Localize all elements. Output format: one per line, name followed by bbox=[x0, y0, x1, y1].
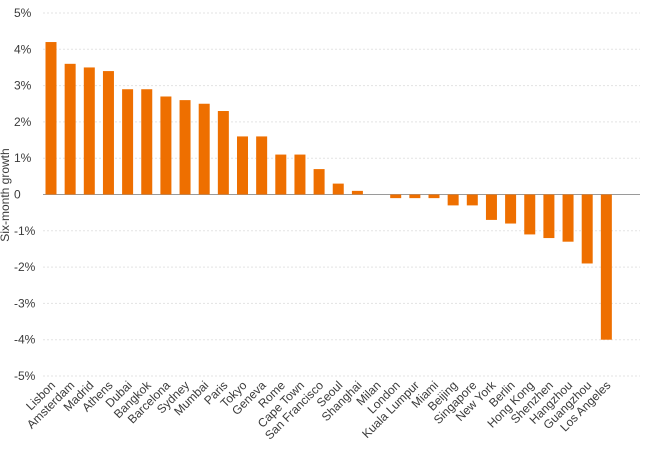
bar bbox=[428, 194, 440, 199]
y-tick-label: -3% bbox=[14, 296, 36, 310]
bar bbox=[102, 71, 114, 195]
y-tick-label: 5% bbox=[14, 6, 32, 20]
y-tick-label: -2% bbox=[14, 260, 36, 274]
y-tick-label: 2% bbox=[14, 115, 32, 129]
bar bbox=[141, 89, 153, 195]
bar bbox=[524, 194, 536, 235]
bar bbox=[294, 154, 306, 195]
x-axis-ticks: LisbonAmsterdamMadridAthensDubaiBangkokB… bbox=[23, 378, 613, 443]
bar bbox=[45, 42, 57, 195]
bar bbox=[179, 100, 191, 195]
bar bbox=[581, 194, 593, 264]
bar bbox=[390, 194, 402, 199]
y-tick-label: 1% bbox=[14, 151, 32, 165]
bar bbox=[83, 67, 95, 195]
y-tick-label: -1% bbox=[14, 224, 36, 238]
bar bbox=[237, 136, 248, 195]
bar bbox=[505, 194, 517, 224]
y-axis-ticks: 5% 4% 3% 2% 1% 0 -1% -2% -3% -4% -5% bbox=[14, 6, 36, 383]
bar bbox=[64, 63, 76, 195]
bar bbox=[122, 89, 134, 195]
bar bbox=[600, 194, 612, 340]
bar bbox=[217, 111, 229, 195]
bar bbox=[198, 103, 210, 195]
bar bbox=[275, 154, 287, 195]
y-tick-label: 0 bbox=[14, 188, 21, 202]
bar bbox=[543, 194, 555, 239]
y-tick-label: 4% bbox=[14, 42, 32, 56]
bar bbox=[485, 194, 497, 220]
bar bbox=[466, 194, 478, 206]
y-axis-label: Six-month growth bbox=[0, 148, 12, 241]
bar bbox=[351, 190, 363, 195]
bar bbox=[562, 194, 574, 242]
bar bbox=[447, 194, 459, 206]
y-tick-label: -4% bbox=[14, 333, 36, 347]
y-tick-label: -5% bbox=[14, 369, 36, 383]
y-tick-label: 3% bbox=[14, 79, 32, 93]
bars bbox=[45, 42, 612, 340]
bar bbox=[409, 194, 421, 199]
bar bbox=[313, 169, 325, 195]
bar bbox=[160, 96, 172, 195]
bar bbox=[256, 136, 268, 195]
bar bbox=[332, 183, 344, 195]
